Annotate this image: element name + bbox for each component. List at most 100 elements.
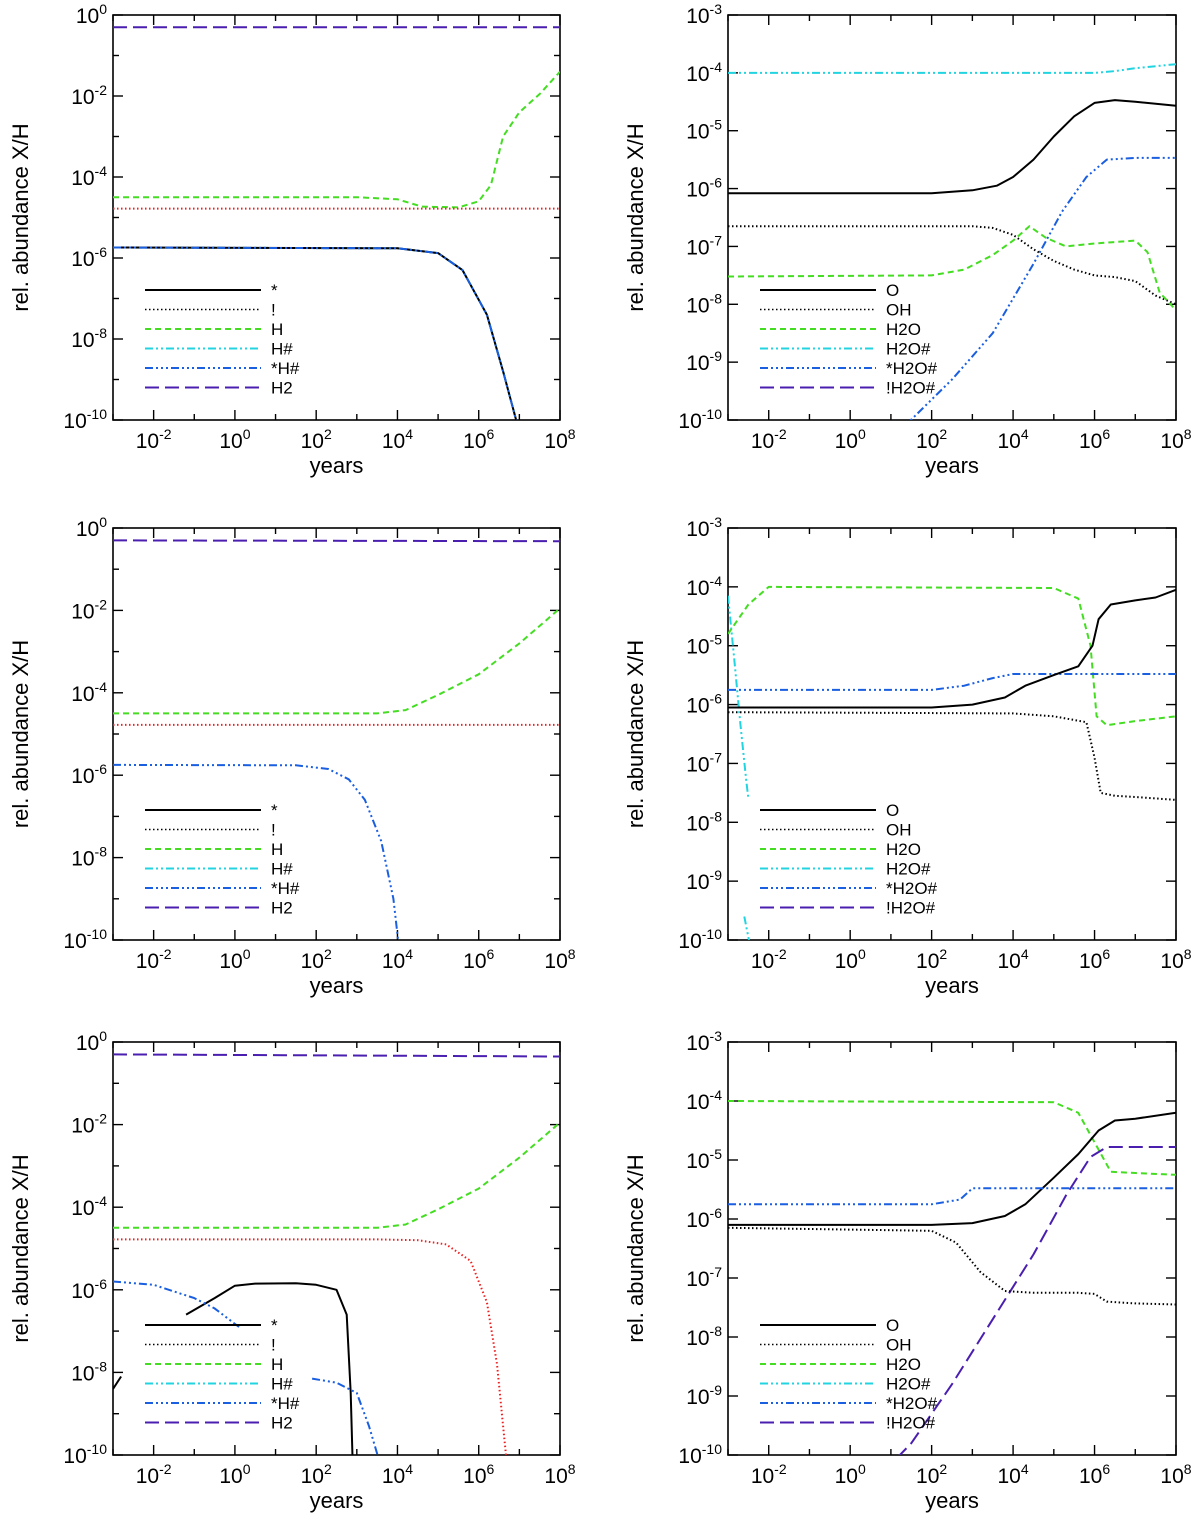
legend-label: *H2O#	[886, 359, 938, 378]
x-tick-label: 102	[916, 426, 947, 453]
y-tick-label: 10-3	[686, 1, 722, 28]
y-axis-label: rel. abundance X/H	[8, 1154, 33, 1342]
legend-label: H	[271, 320, 283, 339]
x-tick-label: 10-2	[751, 946, 787, 973]
y-tick-label: 10-6	[686, 691, 722, 718]
series-line-H2O	[728, 585, 1176, 727]
plot-frame	[727, 527, 1177, 941]
plot-frame	[112, 14, 561, 421]
legend-label: *H2O#	[886, 879, 938, 898]
legend-label: !H2O#	[886, 899, 936, 918]
x-tick-label: 104	[382, 426, 413, 453]
x-tick-label: 100	[219, 1461, 250, 1488]
series-line-*	[185, 1282, 354, 1455]
y-tick-label: 10-5	[686, 632, 722, 659]
chart-panel-left-3: 10-2 100 102 104 106 108 10-10 10-8 10-6 10-4 10-2…	[8, 1028, 576, 1513]
legend-label: *H#	[271, 1394, 300, 1413]
series-line-H2	[113, 539, 560, 543]
chart-panel-right-1: 10-2 100 102 104 106 108 10-10 10-9 10-8 10-7 10-6…	[623, 1, 1192, 478]
series-line-OH	[728, 225, 1176, 306]
legend-label: !	[271, 301, 276, 320]
series-line-!H2O#	[898, 1146, 1176, 1455]
series-line-H2O#	[728, 63, 1176, 74]
x-tick-label: 100	[219, 426, 250, 453]
legend-label: *	[271, 801, 278, 820]
x-tick-label: 100	[219, 946, 250, 973]
legend-label: OH	[886, 301, 912, 320]
y-tick-label: 10-2	[71, 596, 107, 623]
series-line-*H#-a	[113, 1280, 240, 1328]
y-tick-label: 10-5	[686, 117, 722, 144]
x-tick-label: 10-2	[136, 426, 172, 453]
legend-label: !H2O#	[886, 379, 936, 398]
y-tick-label: 10-9	[686, 348, 722, 375]
series-group	[728, 1100, 1176, 1455]
series-group	[113, 1053, 560, 1455]
legend-label: H	[271, 1355, 283, 1374]
plot-frame	[112, 527, 561, 941]
y-axis-label: rel. abundance X/H	[8, 123, 33, 311]
legend-label: O	[886, 281, 899, 300]
x-tick-label: 104	[382, 946, 413, 973]
series-line-*	[113, 246, 518, 420]
x-tick-label: 100	[835, 946, 866, 973]
x-tick-label: 102	[301, 1461, 332, 1488]
legend-label: H#	[271, 340, 293, 359]
y-tick-label: 10-4	[686, 573, 722, 600]
y-axis-label: rel. abundance X/H	[623, 1154, 648, 1342]
x-axis-label: years	[310, 973, 364, 998]
x-tick-label: 102	[916, 1461, 947, 1488]
legend-label: O	[886, 1316, 899, 1335]
x-tick-label: 106	[463, 1461, 494, 1488]
x-tick-label: 106	[1079, 426, 1110, 453]
x-axis-label: years	[925, 453, 979, 478]
y-tick-label: 10-3	[686, 1028, 722, 1055]
legend-label: *H#	[271, 879, 300, 898]
legend-label: *H2O#	[886, 1394, 938, 1413]
series-line-H#	[113, 246, 518, 420]
x-tick-label: 100	[835, 426, 866, 453]
legend-label: H#	[271, 1375, 293, 1394]
x-tick-label: 108	[544, 1461, 575, 1488]
y-tick-label: 10-10	[678, 406, 722, 433]
series-line-*H#	[113, 246, 518, 420]
y-tick-label: 10-6	[71, 761, 107, 788]
series-line-H2O	[728, 225, 1176, 311]
y-tick-label: 10-6	[71, 1276, 107, 1303]
x-tick-label: 102	[301, 426, 332, 453]
y-tick-label: 10-6	[71, 244, 107, 271]
y-tick-label: 10-4	[686, 1087, 722, 1114]
legend-label: H2O	[886, 1355, 921, 1374]
legend-label: *	[271, 1316, 278, 1335]
x-tick-label: 100	[835, 1461, 866, 1488]
series-line-*H#-b	[311, 1377, 379, 1455]
legend-label: H	[271, 840, 283, 859]
y-tick-label: 10-8	[71, 325, 107, 352]
x-tick-label: 106	[463, 946, 494, 973]
series-group	[113, 26, 560, 420]
series-group	[728, 63, 1176, 420]
x-tick-label: 102	[301, 946, 332, 973]
legend-label: H2O	[886, 840, 921, 859]
y-tick-label: 10-7	[686, 749, 722, 776]
y-tick-label: 10-7	[686, 232, 722, 259]
y-tick-label: 10-6	[686, 1205, 722, 1232]
x-tick-label: 10-2	[751, 426, 787, 453]
y-tick-label: 10-8	[71, 1358, 107, 1385]
x-axis-label: years	[925, 1488, 979, 1513]
legend-label: O	[886, 801, 899, 820]
series-line-red	[113, 1238, 507, 1455]
x-tick-label: 102	[916, 946, 947, 973]
x-tick-label: 108	[544, 426, 575, 453]
y-tick-label: 10-2	[71, 1111, 107, 1138]
y-tick-label: 10-7	[686, 1264, 722, 1291]
series-line-H2O#	[728, 595, 750, 799]
series-line-*H2O#	[909, 156, 1176, 420]
y-tick-label: 10-2	[71, 82, 107, 109]
plot-frame	[112, 1041, 561, 1456]
x-axis-label: years	[925, 973, 979, 998]
x-tick-label: 104	[998, 1461, 1029, 1488]
y-axis-label: rel. abundance X/H	[8, 640, 33, 828]
x-tick-label: 104	[382, 1461, 413, 1488]
x-tick-label: 108	[1160, 946, 1191, 973]
